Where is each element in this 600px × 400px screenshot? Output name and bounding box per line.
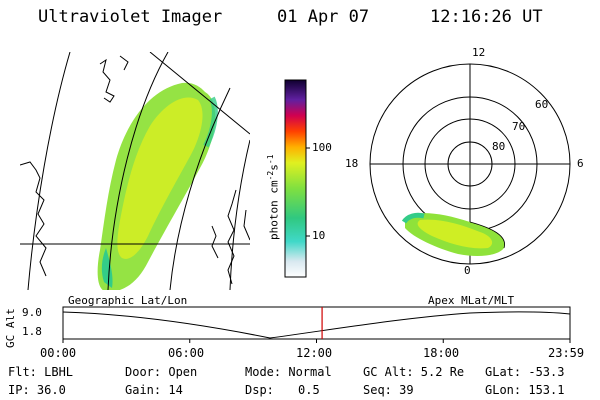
status-glat: GLat: -53.3 [485, 365, 565, 379]
polar-caption: Apex MLat/MLT [428, 294, 515, 307]
timeline-xtick-1200: 12:00 [296, 346, 333, 360]
mlat-label-70: 70 [512, 120, 526, 133]
mlat-label-80: 80 [492, 140, 506, 153]
timeline-xtick-0000: 00:00 [40, 346, 77, 360]
colorbar-tick-100: 100 [312, 141, 332, 154]
instrument-title: Ultraviolet Imager [38, 7, 223, 27]
timeline-xtick-0600: 06:00 [168, 346, 205, 360]
mlt-label-6: 6 [577, 157, 584, 170]
mlt-label-12: 12 [472, 46, 486, 59]
geographic-caption: Geographic Lat/Lon [68, 294, 188, 307]
mlt-label-0: 0 [464, 264, 471, 277]
image-time: 12:16:26 UT [430, 7, 543, 27]
altitude-curve [62, 311, 571, 339]
status-mode: Mode: Normal [245, 365, 332, 379]
status-gc-alt: GC Alt: 5.2 Re [363, 365, 465, 379]
mlt-label-18: 18 [345, 157, 359, 170]
status-glon: GLon: 153.1 [485, 383, 565, 397]
status-ip: IP: 36.0 [8, 383, 66, 397]
timeline-ytick-min: 1.8 [22, 325, 42, 338]
status-dsp-label: Dsp: [245, 383, 274, 397]
status-filter: Flt: LBHL [8, 365, 74, 379]
status-dsp-value: 0.5 [298, 383, 320, 397]
status-seq: Seq: 39 [363, 383, 414, 397]
status-door: Door: Open [125, 365, 198, 379]
status-gain: Gain: 14 [125, 383, 183, 397]
timeline-ytick-max: 9.0 [22, 306, 42, 319]
timeline-xtick-1800: 18:00 [423, 346, 460, 360]
colorbar-tick-10: 10 [312, 229, 326, 242]
mlat-label-60: 60 [535, 98, 549, 111]
color-bar-gradient [284, 79, 307, 278]
timeline-xtick-2359: 23:59 [548, 346, 585, 360]
image-date: 01 Apr 07 [277, 7, 370, 27]
